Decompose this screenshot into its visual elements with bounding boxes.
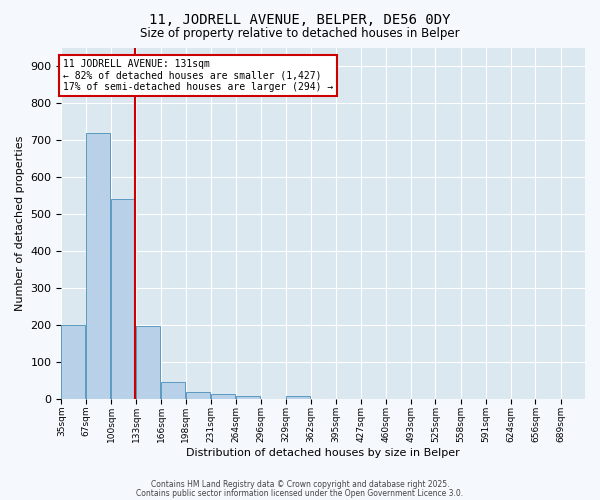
Bar	[236, 396, 260, 400]
Bar	[186, 392, 210, 400]
X-axis label: Distribution of detached houses by size in Belper: Distribution of detached houses by size …	[187, 448, 460, 458]
Text: 11, JODRELL AVENUE, BELPER, DE56 0DY: 11, JODRELL AVENUE, BELPER, DE56 0DY	[149, 12, 451, 26]
Bar	[86, 132, 110, 400]
Bar	[286, 396, 310, 400]
Bar	[111, 200, 135, 400]
Text: Size of property relative to detached houses in Belper: Size of property relative to detached ho…	[140, 28, 460, 40]
Bar	[61, 326, 85, 400]
Text: 11 JODRELL AVENUE: 131sqm
← 82% of detached houses are smaller (1,427)
17% of se: 11 JODRELL AVENUE: 131sqm ← 82% of detac…	[63, 58, 333, 92]
Bar	[161, 382, 185, 400]
Text: Contains HM Land Registry data © Crown copyright and database right 2025.: Contains HM Land Registry data © Crown c…	[151, 480, 449, 489]
Bar	[136, 326, 160, 400]
Bar	[211, 394, 235, 400]
Text: Contains public sector information licensed under the Open Government Licence 3.: Contains public sector information licen…	[136, 488, 464, 498]
Y-axis label: Number of detached properties: Number of detached properties	[15, 136, 25, 311]
